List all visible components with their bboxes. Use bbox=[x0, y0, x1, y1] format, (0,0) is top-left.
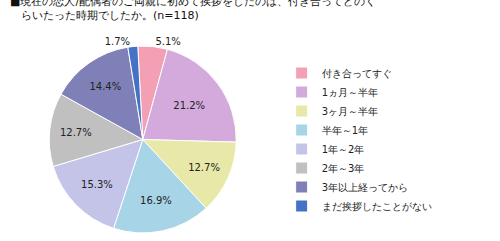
svg-text:1年～2年: 1年～2年 bbox=[322, 144, 365, 155]
svg-text:■現在の恋人/配偶者のご両親に初めて挨拶をしたのは、付き合っ: ■現在の恋人/配偶者のご両親に初めて挨拶をしたのは、付き合ってどのく らいたった… bbox=[10, 0, 376, 22]
svg-text:5.1%: 5.1% bbox=[155, 36, 180, 47]
svg-text:1ヵ月～半年: 1ヵ月～半年 bbox=[322, 87, 378, 98]
svg-text:3ヶ月～半年: 3ヶ月～半年 bbox=[322, 106, 378, 117]
svg-text:15.3%: 15.3% bbox=[81, 179, 113, 190]
svg-text:半年～1年: 半年～1年 bbox=[322, 125, 368, 136]
svg-text:まだ挨拶したことがない: まだ挨拶したことがない bbox=[322, 201, 432, 212]
svg-text:付き合ってすぐ: 付き合ってすぐ bbox=[322, 68, 392, 79]
svg-text:14.4%: 14.4% bbox=[89, 81, 121, 92]
svg-text:3年以上経ってから: 3年以上経ってから bbox=[322, 182, 408, 193]
svg-text:1.7%: 1.7% bbox=[105, 36, 130, 47]
svg-text:12.7%: 12.7% bbox=[188, 162, 220, 173]
svg-text:2年～3年: 2年～3年 bbox=[322, 163, 365, 174]
svg-text:21.2%: 21.2% bbox=[173, 100, 205, 111]
svg-text:12.7%: 12.7% bbox=[60, 127, 92, 138]
svg-text:16.9%: 16.9% bbox=[140, 195, 172, 206]
